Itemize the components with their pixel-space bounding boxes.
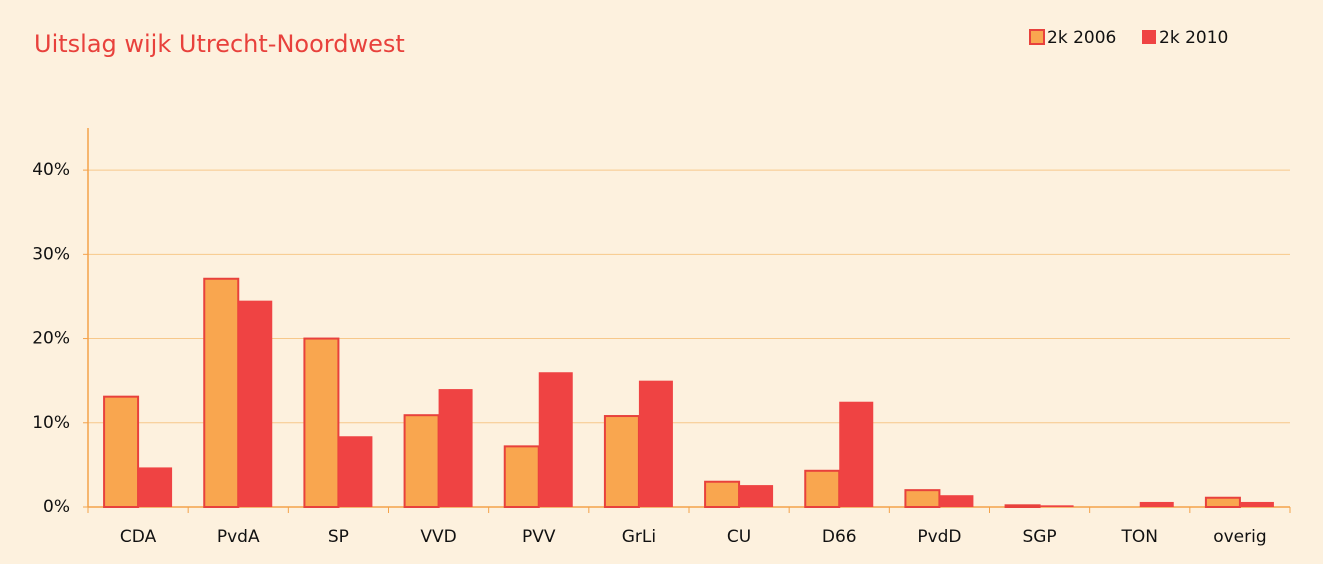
bar	[839, 401, 874, 507]
y-tick-label: 30%	[32, 244, 70, 264]
bar	[1239, 501, 1274, 507]
x-tick-label: PvdA	[217, 527, 260, 547]
bar	[538, 372, 573, 507]
bar	[638, 380, 673, 507]
bar	[804, 469, 841, 509]
legend-swatch	[1142, 30, 1156, 44]
bar	[403, 414, 440, 509]
legend-swatch	[1029, 29, 1045, 45]
bar	[303, 337, 340, 508]
x-tick-label: SP	[328, 527, 349, 547]
legend-label: 2k 2010	[1159, 28, 1228, 48]
y-tick-label: 10%	[32, 413, 70, 433]
bar	[238, 300, 273, 507]
y-tick-label: 0%	[43, 497, 70, 517]
bar	[904, 489, 941, 508]
bar	[138, 467, 173, 507]
chart-title: Uitslag wijk Utrecht-Noordwest	[34, 30, 405, 58]
x-tick-label: GrLi	[622, 527, 656, 547]
legend-label: 2k 2006	[1047, 28, 1116, 48]
bar	[1204, 496, 1241, 509]
bar	[338, 436, 373, 507]
x-tick-label: SGP	[1022, 527, 1056, 547]
x-tick-label: TON	[1121, 527, 1158, 547]
y-tick-label: 20%	[32, 329, 70, 349]
bar	[704, 480, 741, 509]
bar	[203, 277, 240, 508]
bar	[603, 415, 640, 509]
x-tick-label: CU	[727, 527, 751, 547]
x-tick-label: overig	[1213, 527, 1266, 547]
bar	[1039, 505, 1074, 507]
bar	[438, 389, 473, 507]
bar	[503, 445, 540, 508]
x-tick-label: PVV	[522, 527, 556, 547]
x-tick-label: CDA	[120, 527, 157, 547]
bar	[1139, 501, 1174, 507]
bar	[103, 395, 140, 508]
y-tick-label: 40%	[32, 160, 70, 180]
bar	[739, 485, 774, 507]
x-tick-label: VVD	[420, 527, 456, 547]
bar	[939, 495, 974, 507]
bar	[1004, 504, 1041, 508]
x-tick-label: PvdD	[917, 527, 961, 547]
x-tick-label: D66	[822, 527, 857, 547]
